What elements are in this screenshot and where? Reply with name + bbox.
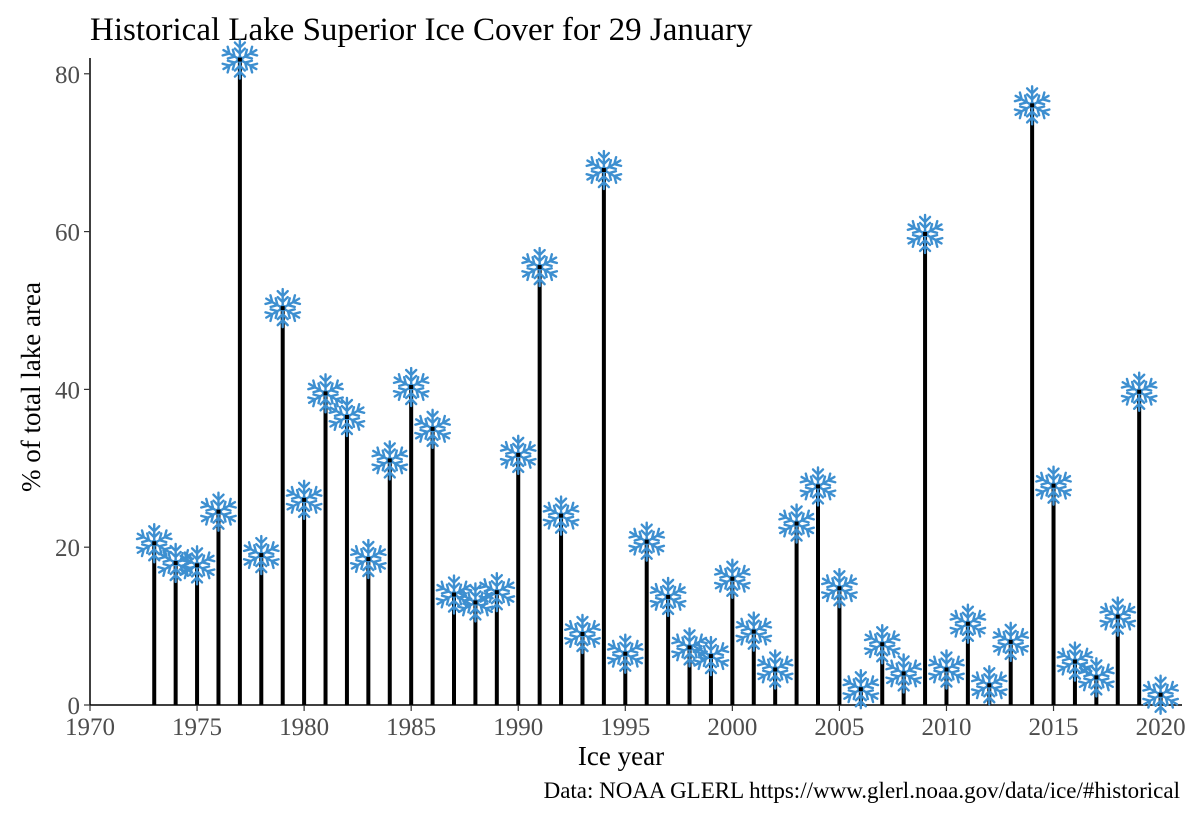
x-tick-label: 1975 xyxy=(172,714,222,741)
y-tick-label: 0 xyxy=(68,693,81,720)
chart-title: Historical Lake Superior Ice Cover for 2… xyxy=(90,12,753,48)
x-tick-label: 2010 xyxy=(921,714,971,741)
snowflake-icon xyxy=(928,649,965,690)
snowflake-icon xyxy=(1120,371,1158,412)
x-tick-label: 2000 xyxy=(707,714,757,741)
snowflake-icon xyxy=(264,287,302,329)
snowflake-icon xyxy=(307,373,344,414)
snowflake-icon xyxy=(692,635,730,677)
snowflake-icon xyxy=(392,366,430,408)
snowflake-icon xyxy=(585,149,623,191)
y-tick-label: 80 xyxy=(55,62,80,89)
snowflake-icon xyxy=(885,653,923,694)
data-source-caption: Data: NOAA GLERL https://www.glerl.noaa.… xyxy=(543,778,1180,803)
snowflake-icon xyxy=(371,440,409,481)
snowflake-icon xyxy=(328,396,366,438)
snowflake-icon xyxy=(521,246,559,288)
snowflake-icon xyxy=(628,521,666,562)
snowflake-icon xyxy=(285,479,323,521)
x-tick-label: 2020 xyxy=(1136,714,1186,741)
snowflake-icon xyxy=(1142,674,1180,715)
snowflake-icon xyxy=(992,621,1030,663)
snowflake-icon xyxy=(349,538,387,580)
snowflake-icon xyxy=(1035,465,1072,506)
snowflake-icon xyxy=(735,611,773,652)
snowflake-icon xyxy=(842,669,880,710)
y-tick-label: 20 xyxy=(55,535,80,562)
snowflake-icon xyxy=(478,571,516,613)
snowflake-icon xyxy=(178,545,216,586)
snowflake-icon xyxy=(778,503,816,544)
x-axis-label: Ice year xyxy=(578,741,664,771)
snowflake-icon xyxy=(970,665,1008,706)
y-tick-label: 40 xyxy=(55,377,80,404)
snowflake-icon xyxy=(200,491,237,532)
snowflake-icon xyxy=(799,466,837,507)
x-tick-label: 1985 xyxy=(386,714,436,741)
snowflake-icon xyxy=(242,534,280,576)
x-tick-label: 1970 xyxy=(65,714,115,741)
y-tick-label: 60 xyxy=(55,220,80,247)
snowflake-icon xyxy=(863,624,901,665)
y-axis-label: % of total lake area xyxy=(16,282,46,492)
x-tick-label: 1990 xyxy=(493,714,543,741)
x-tick-label: 2005 xyxy=(814,714,864,741)
snowflake-icon xyxy=(756,649,794,690)
snowflake-icon xyxy=(713,558,751,599)
snowflake-icon xyxy=(606,633,644,674)
snowflake-icon xyxy=(221,39,259,80)
snowflake-icon xyxy=(564,613,601,655)
snowflake-icon xyxy=(820,568,858,609)
x-tick-label: 2015 xyxy=(1029,714,1079,741)
axes: 1970 1975 1980 1985 1990 1995 2000 2005 2010 2015… xyxy=(55,58,1186,741)
snowflake-icon xyxy=(949,603,987,644)
snowflake-icon xyxy=(135,523,173,564)
snowflake-markers xyxy=(135,39,1180,715)
x-tick-label: 1995 xyxy=(600,714,650,741)
snowflake-icon xyxy=(649,576,687,618)
snowflake-icon xyxy=(414,408,452,450)
snowflake-icon xyxy=(1099,596,1137,637)
snowflake-icon xyxy=(542,495,580,536)
snowflake-icon xyxy=(1013,85,1051,126)
x-tick-label: 1980 xyxy=(279,714,329,741)
snowflake-icon xyxy=(906,213,944,255)
snowflake-icon xyxy=(499,434,537,476)
snowflake-icon xyxy=(1077,657,1115,698)
